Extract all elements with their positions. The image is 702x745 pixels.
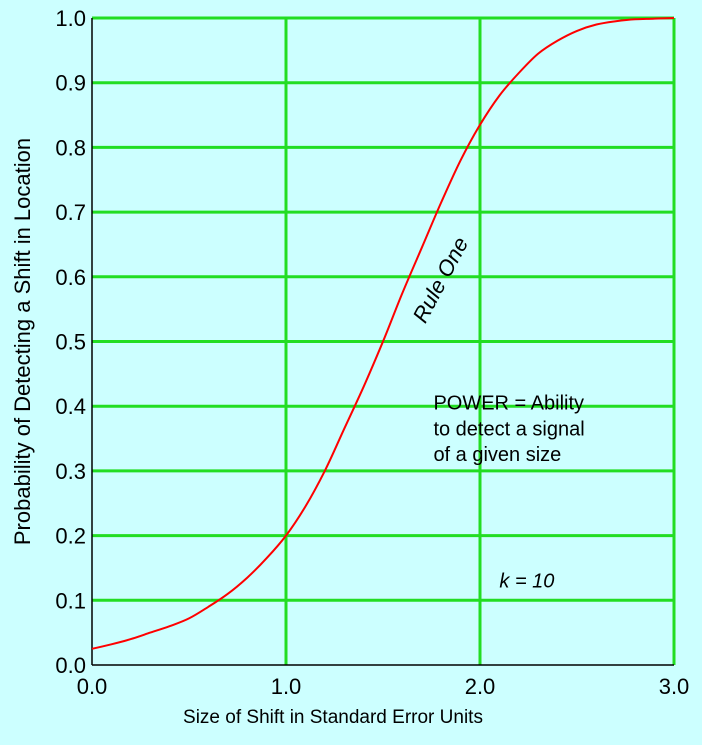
- x-axis-label: Size of Shift in Standard Error Units: [183, 707, 483, 728]
- series: [91, 17, 675, 650]
- x-tick-label: 0.0: [77, 674, 108, 699]
- y-tick-label: 0.9: [55, 71, 86, 96]
- y-tick-label: 1.0: [55, 6, 86, 31]
- annotation-4: k = 10: [499, 570, 554, 592]
- y-tick-label: 0.2: [55, 524, 86, 549]
- y-tick-label: 0.3: [55, 459, 86, 484]
- tick-labels: 0.0 0.1 0.2 0.3 0.4 0.5 0.6 0.7 0.8 0.9 1.0 0.0 1.0 2…: [55, 6, 689, 699]
- annotation-3: of a given size: [433, 444, 561, 466]
- x-tick-label: 3.0: [659, 674, 690, 699]
- series-line-0: [91, 17, 675, 650]
- y-tick-label: 0.1: [55, 588, 86, 613]
- y-axis-label: Probability of Detecting a Shift in Loca…: [10, 138, 35, 545]
- y-tick-label: 0.5: [55, 330, 86, 355]
- y-tick-label: 0.6: [55, 265, 86, 290]
- y-tick-label: 0.0: [55, 653, 86, 678]
- annotation-2: to detect a signal: [433, 418, 584, 440]
- axes: [91, 18, 674, 666]
- y-tick-label: 0.7: [55, 200, 86, 225]
- x-tick-label: 1.0: [271, 674, 302, 699]
- y-tick-label: 0.8: [55, 135, 86, 160]
- y-tick-label: 0.4: [55, 394, 86, 419]
- x-tick-label: 2.0: [465, 674, 496, 699]
- annotation-1: POWER = Ability: [433, 392, 584, 414]
